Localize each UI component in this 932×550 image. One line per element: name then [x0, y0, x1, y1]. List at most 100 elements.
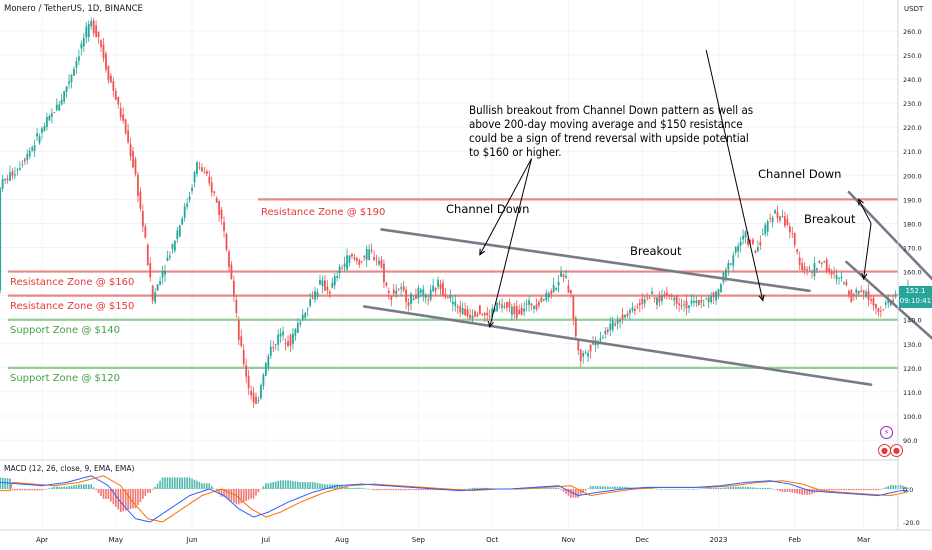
macd-histogram-bar: [648, 488, 651, 489]
lightning-icon[interactable]: ⚡: [880, 426, 893, 439]
candle-body: [707, 297, 710, 303]
macd-histogram-bar: [432, 489, 434, 491]
event-icon[interactable]: ●: [890, 444, 903, 457]
macd-histogram-bar: [479, 487, 481, 489]
candle-body: [26, 154, 29, 160]
macd-histogram-bar: [149, 489, 152, 493]
candle-body: [205, 171, 208, 175]
macd-histogram-bar: [543, 487, 545, 489]
macd-histogram-bar: [48, 488, 51, 489]
arrow-head: [479, 248, 486, 256]
candle-body: [213, 191, 216, 194]
macd-histogram-bar: [73, 485, 75, 489]
macd-histogram-bar: [656, 488, 658, 490]
candle-body: [306, 308, 309, 310]
y-tick-label: 250.0: [903, 52, 922, 60]
x-tick-label: Mar: [857, 536, 870, 544]
candle-body: [402, 286, 405, 291]
macd-histogram-bar: [139, 489, 142, 503]
candle-body: [260, 385, 262, 399]
x-tick-label: Nov: [562, 536, 576, 544]
candle-body: [1, 178, 4, 190]
candle-body: [353, 257, 356, 260]
candle-body: [850, 289, 853, 302]
candle-body: [574, 317, 577, 337]
macd-histogram-bar: [653, 488, 656, 490]
macd-histogram-bar: [122, 489, 124, 512]
macd-histogram-bar: [287, 480, 289, 489]
candle-body: [341, 268, 344, 269]
candle-body: [523, 308, 526, 312]
macd-histogram-bar: [144, 489, 147, 496]
macd-histogram-bar: [174, 477, 176, 489]
candle-body: [722, 272, 725, 283]
candle-body: [255, 396, 257, 404]
macd-histogram-bar: [808, 489, 811, 495]
candle-body: [316, 292, 319, 297]
macd-histogram-bar: [570, 489, 572, 498]
macd-histogram-bar: [127, 489, 129, 510]
candle-body: [296, 323, 299, 333]
macd-histogram-bar: [321, 483, 324, 489]
channel-down-label: Channel Down: [446, 202, 530, 216]
candle-body: [651, 291, 653, 294]
macd-histogram-bar: [115, 489, 117, 507]
candle-body: [434, 287, 437, 291]
candle-body: [867, 290, 870, 300]
candle-body: [882, 308, 885, 310]
candle-body: [385, 282, 388, 286]
candle-body: [847, 290, 850, 295]
macd-histogram-bar: [92, 487, 95, 489]
macd-histogram-bar: [484, 487, 486, 489]
candle-body: [55, 104, 58, 111]
candle-body: [102, 44, 105, 58]
resistance-zone-150-label: Resistance Zone @ $150: [10, 301, 135, 312]
candle-body: [191, 187, 193, 192]
candle-body: [538, 301, 540, 306]
macd-histogram-bar: [651, 488, 653, 489]
candle-body: [724, 269, 727, 278]
macd-histogram-bar: [840, 489, 843, 491]
candle-body: [825, 259, 828, 272]
macd-histogram-bar: [796, 489, 799, 494]
candle-body: [279, 333, 282, 337]
candle-body: [493, 308, 496, 312]
macd-histogram-bar: [151, 489, 154, 490]
macd-histogram-bar: [336, 484, 338, 489]
macd-histogram-bar: [385, 489, 388, 491]
candle-body: [481, 313, 484, 315]
candle-body: [665, 292, 668, 296]
candle-body: [400, 287, 403, 289]
x-tick-label: Dec: [635, 536, 649, 544]
macd-histogram-bar: [124, 489, 127, 511]
candle-body: [124, 119, 127, 134]
macd-indicator-label[interactable]: MACD (12, 26, close, 9, EMA, EMA): [4, 464, 135, 473]
macd-histogram-bar: [368, 489, 370, 490]
macd-histogram-bar: [265, 483, 267, 489]
candle-body: [282, 331, 284, 336]
macd-histogram-bar: [6, 478, 9, 489]
macd-histogram-bar: [727, 487, 730, 489]
candle-body: [515, 306, 518, 318]
macd-histogram-bar: [142, 489, 144, 500]
candle-body: [680, 305, 683, 307]
macd-histogram-bar: [272, 482, 275, 489]
macd-histogram-bar: [725, 487, 727, 489]
candle-body: [186, 203, 189, 207]
candle-body: [712, 292, 715, 298]
candle-body: [363, 256, 366, 258]
arrow-head: [758, 294, 765, 302]
candle-body: [732, 255, 735, 266]
candle-body: [877, 307, 880, 313]
candle-body: [82, 38, 85, 47]
candle-body: [176, 230, 179, 240]
macd-histogram-bar: [85, 484, 88, 489]
macd-histogram-bar: [811, 489, 813, 494]
candle-body: [365, 248, 368, 260]
candle-body: [624, 315, 626, 318]
macd-histogram-bar: [28, 489, 31, 491]
candle-body: [439, 284, 442, 290]
macd-histogram-bar: [712, 487, 715, 489]
channel-line: [380, 228, 811, 293]
macd-histogram-bar: [461, 489, 464, 490]
